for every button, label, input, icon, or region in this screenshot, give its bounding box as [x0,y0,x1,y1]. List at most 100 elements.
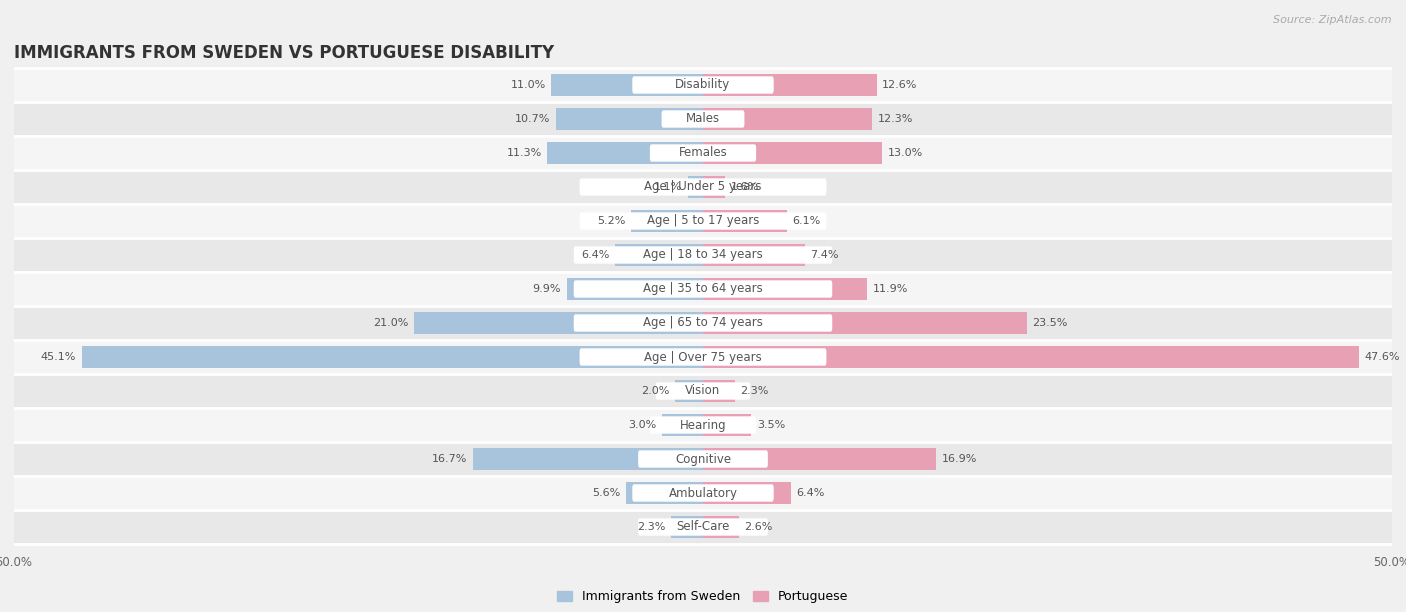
Text: Disability: Disability [675,78,731,92]
Bar [14,136,1392,170]
FancyBboxPatch shape [581,349,825,365]
Text: 9.9%: 9.9% [533,284,561,294]
Bar [671,517,703,537]
Text: Source: ZipAtlas.com: Source: ZipAtlas.com [1274,15,1392,25]
Text: 6.4%: 6.4% [581,250,609,260]
FancyBboxPatch shape [662,111,744,127]
Text: Males: Males [686,113,720,125]
FancyBboxPatch shape [651,417,755,433]
Bar [703,313,1026,334]
Text: Females: Females [679,146,727,160]
Text: Vision: Vision [685,384,721,398]
Text: 2.3%: 2.3% [740,386,769,396]
Text: 1.6%: 1.6% [731,182,759,192]
Text: 16.7%: 16.7% [432,454,467,464]
Text: Self-Care: Self-Care [676,520,730,534]
FancyBboxPatch shape [575,247,831,263]
Bar [703,414,751,436]
Text: 11.0%: 11.0% [510,80,546,90]
Bar [14,238,1392,272]
Text: Age | 65 to 74 years: Age | 65 to 74 years [643,316,763,329]
Text: 11.9%: 11.9% [873,284,908,294]
Text: Ambulatory: Ambulatory [668,487,738,499]
FancyBboxPatch shape [657,383,749,399]
Text: Cognitive: Cognitive [675,452,731,466]
Text: Age | 35 to 64 years: Age | 35 to 64 years [643,283,763,296]
Bar [662,414,703,436]
Text: 21.0%: 21.0% [373,318,408,328]
Bar [14,204,1392,238]
Bar [567,278,703,299]
Bar [703,176,725,198]
FancyBboxPatch shape [651,145,755,161]
Bar [555,108,703,130]
Bar [547,143,703,163]
Bar [703,278,868,299]
Bar [413,313,703,334]
Bar [14,374,1392,408]
Text: 12.3%: 12.3% [877,114,914,124]
Bar [703,211,787,231]
Legend: Immigrants from Sweden, Portuguese: Immigrants from Sweden, Portuguese [553,585,853,608]
FancyBboxPatch shape [575,315,831,331]
Bar [14,68,1392,102]
Text: 12.6%: 12.6% [882,80,918,90]
Text: 11.3%: 11.3% [506,148,541,158]
Bar [688,176,703,198]
Text: 2.6%: 2.6% [744,522,773,532]
Text: Age | Over 75 years: Age | Over 75 years [644,351,762,364]
Bar [14,442,1392,476]
Text: Age | 18 to 34 years: Age | 18 to 34 years [643,248,763,261]
FancyBboxPatch shape [575,281,831,297]
Bar [472,449,703,469]
Bar [703,381,735,401]
Bar [626,482,703,504]
Bar [703,346,1358,368]
Bar [14,340,1392,374]
Bar [703,244,806,266]
Text: 6.4%: 6.4% [797,488,825,498]
Text: 2.0%: 2.0% [641,386,669,396]
Bar [703,517,738,537]
FancyBboxPatch shape [638,451,768,467]
Bar [14,170,1392,204]
Bar [631,211,703,231]
Bar [14,408,1392,442]
FancyBboxPatch shape [638,519,768,535]
Bar [14,510,1392,544]
Text: 5.6%: 5.6% [592,488,620,498]
Text: 1.1%: 1.1% [654,182,682,192]
Text: 2.3%: 2.3% [637,522,666,532]
Text: IMMIGRANTS FROM SWEDEN VS PORTUGUESE DISABILITY: IMMIGRANTS FROM SWEDEN VS PORTUGUESE DIS… [14,44,554,62]
Bar [14,272,1392,306]
Bar [14,306,1392,340]
Text: Hearing: Hearing [679,419,727,431]
Bar [703,143,882,163]
Text: 47.6%: 47.6% [1364,352,1400,362]
FancyBboxPatch shape [633,77,773,93]
Bar [14,102,1392,136]
Text: 16.9%: 16.9% [942,454,977,464]
Bar [82,346,703,368]
Bar [703,75,876,95]
Text: 23.5%: 23.5% [1032,318,1067,328]
Text: Age | 5 to 17 years: Age | 5 to 17 years [647,214,759,228]
Text: 45.1%: 45.1% [41,352,76,362]
Bar [703,482,792,504]
Bar [703,108,873,130]
FancyBboxPatch shape [581,179,825,195]
Text: 13.0%: 13.0% [887,148,922,158]
Text: 6.1%: 6.1% [793,216,821,226]
Text: 3.0%: 3.0% [628,420,657,430]
FancyBboxPatch shape [633,485,773,501]
Bar [675,381,703,401]
FancyBboxPatch shape [581,213,825,229]
Text: 7.4%: 7.4% [810,250,839,260]
Bar [551,75,703,95]
Bar [703,449,936,469]
Bar [14,476,1392,510]
Text: 3.5%: 3.5% [756,420,785,430]
Text: 5.2%: 5.2% [598,216,626,226]
Text: 10.7%: 10.7% [515,114,550,124]
Text: Age | Under 5 years: Age | Under 5 years [644,181,762,193]
